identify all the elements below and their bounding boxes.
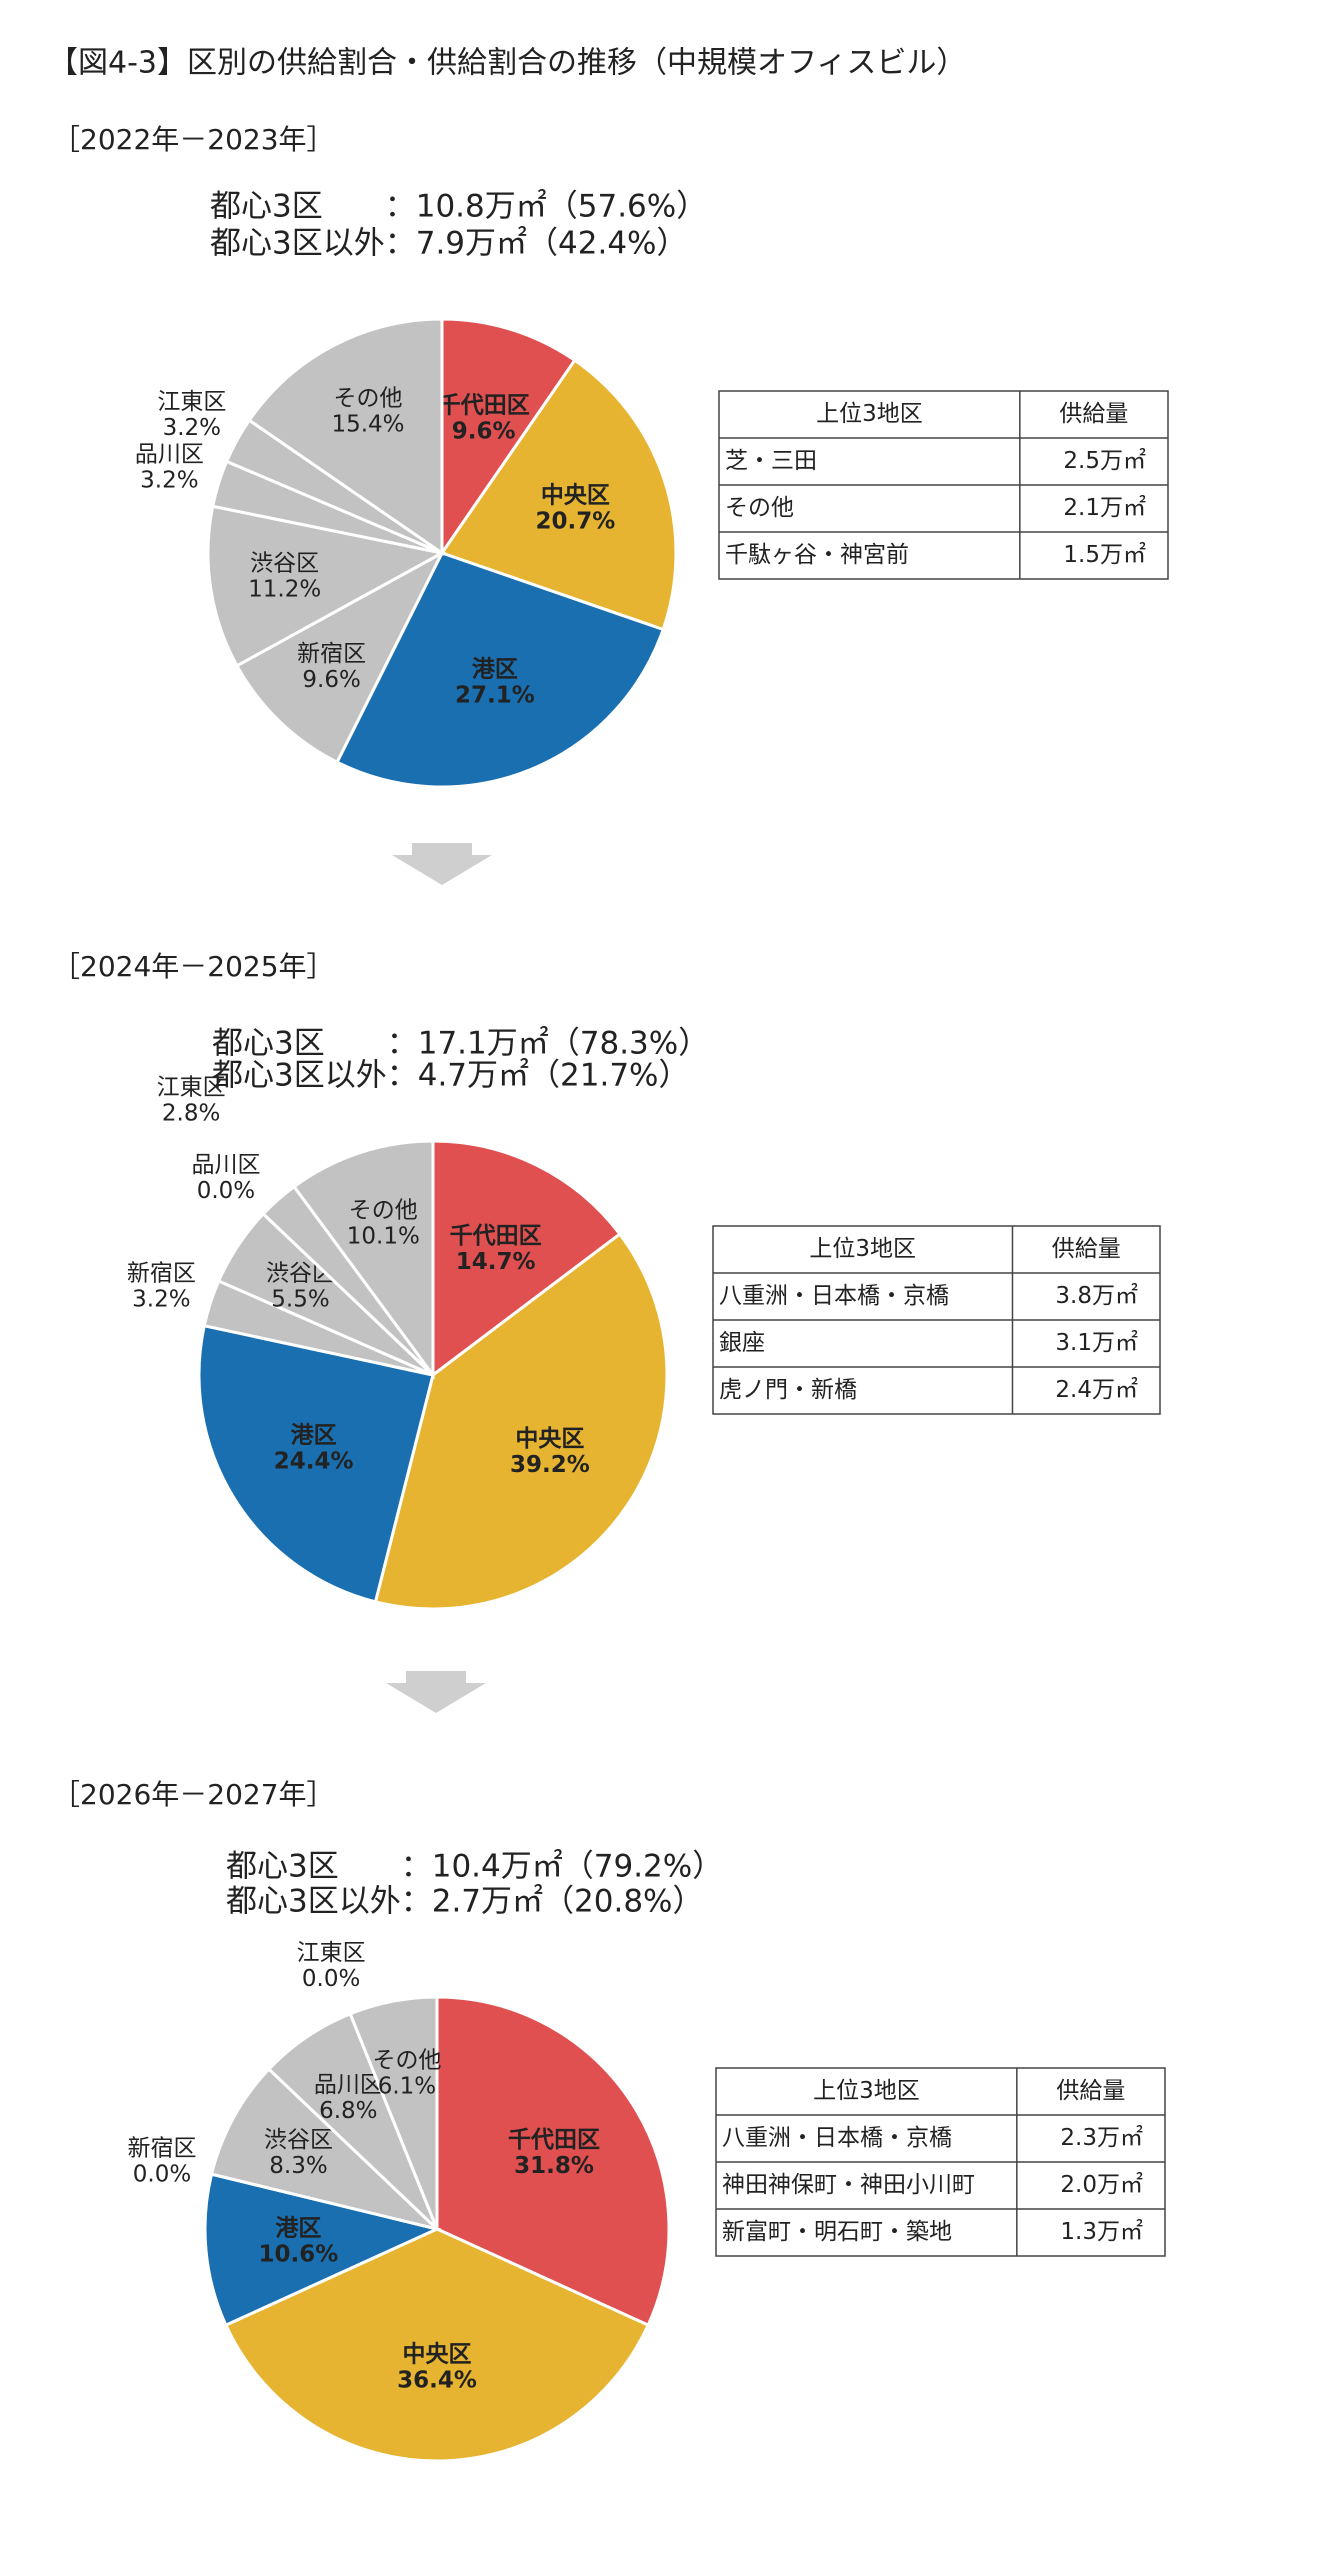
pie-slice — [435, 1995, 671, 2328]
pie-slice — [206, 504, 447, 668]
slice-value: 3.2% — [163, 415, 221, 441]
pie-slice — [348, 1995, 439, 2230]
slice-label: 江東区 — [157, 1075, 226, 1101]
slice-label: 千代田区 — [508, 2127, 600, 2153]
pie-slice — [431, 1139, 622, 1379]
slice-value: 31.8% — [514, 2153, 594, 2179]
pie-slice — [234, 549, 446, 765]
summary: 都心3区 ：10.8万㎡（57.6%） — [210, 189, 707, 225]
slice-label: その他 — [349, 1197, 418, 1223]
slice-label: 港区 — [472, 657, 518, 683]
table-header: 供給量 — [1056, 2078, 1125, 2104]
slice-value: 10.6% — [259, 2242, 339, 2268]
pie-slice — [197, 1323, 435, 1604]
slice-value: 15.4% — [331, 412, 404, 438]
slice-value: 27.1% — [455, 683, 535, 709]
summary: 都心3区以外：4.7万㎡（21.7%） — [212, 1058, 690, 1094]
summary: 都心3区 ：10.4万㎡（79.2%） — [226, 1849, 723, 1885]
pie-slice — [223, 2227, 651, 2463]
section-heading: ［2022年－2023年］ — [52, 123, 335, 156]
pie-slice — [209, 2067, 443, 2232]
arrow — [392, 843, 492, 885]
pie-slice — [373, 1231, 669, 1611]
slice-value: 0.0% — [197, 1178, 255, 1204]
slice-value: 3.2% — [132, 1287, 190, 1313]
table-cell: 2.3万㎡ — [1060, 2125, 1143, 2151]
slice-label: 千代田区 — [450, 1223, 542, 1249]
table-cell: 1.5万㎡ — [1063, 542, 1146, 568]
slice-value: 24.4% — [274, 1448, 354, 1474]
table-header: 上位3地区 — [813, 2078, 920, 2104]
slice-label: 渋谷区 — [264, 2127, 333, 2153]
slice-value: 9.6% — [452, 418, 516, 444]
pie-slice — [292, 1139, 435, 1380]
slice-value: 9.6% — [302, 667, 360, 693]
table-cell: その他 — [725, 495, 794, 521]
pie-slice — [335, 551, 666, 789]
summary: 都心3区 ：17.1万㎡（78.3%） — [212, 1026, 709, 1062]
slice-value: 39.2% — [510, 1452, 590, 1478]
table-cell: 千駄ヶ谷・神宮前 — [725, 542, 909, 568]
arrow — [386, 1671, 486, 1713]
pie-slice — [203, 2172, 442, 2328]
slice-label: 中央区 — [515, 1426, 584, 1452]
slice-label: 品川区 — [191, 1152, 260, 1178]
slice-value: 6.8% — [319, 2098, 377, 2124]
table-header: 上位3地区 — [809, 1236, 916, 1262]
pie-slice — [439, 358, 678, 632]
table-cell: 2.0万㎡ — [1060, 2172, 1143, 2198]
slice-value: 8.3% — [269, 2153, 327, 2179]
table-cell: 八重洲・日本橋・京橋 — [719, 1283, 949, 1309]
table-header: 供給量 — [1052, 1236, 1121, 1262]
table-cell: 2.1万㎡ — [1063, 495, 1146, 521]
slice-value: 2.8% — [162, 1101, 220, 1127]
table-cell: 八重洲・日本橋・京橋 — [722, 2125, 952, 2151]
table-header: 上位3地区 — [816, 401, 923, 427]
table-header: 供給量 — [1059, 401, 1128, 427]
table-cell: 虎ノ門・新橋 — [719, 1377, 857, 1403]
slice-label: 品川区 — [135, 442, 204, 468]
slice-label: 品川区 — [314, 2072, 383, 2098]
slice-label: 港区 — [291, 1422, 337, 1448]
slice-value: 10.1% — [347, 1223, 420, 1249]
slice-label: 新宿区 — [127, 2136, 196, 2162]
slice-value: 14.7% — [456, 1249, 536, 1275]
slice-label: 江東区 — [157, 389, 226, 415]
table-cell: 1.3万㎡ — [1060, 2219, 1143, 2245]
slice-label: その他 — [333, 386, 402, 412]
slice-label: 新宿区 — [127, 1261, 196, 1287]
figure-title: 【図4-3】区別の供給割合・供給割合の推移（中規模オフィスビル） — [48, 46, 966, 81]
table-cell: 2.5万㎡ — [1063, 448, 1146, 474]
pie-slice — [440, 317, 577, 558]
section-heading: ［2026年－2027年］ — [52, 1778, 335, 1811]
slice-label: 千代田区 — [438, 392, 530, 418]
table-cell: 3.8万㎡ — [1055, 1283, 1138, 1309]
slice-label: 江東区 — [297, 1940, 366, 1966]
pie-slice — [247, 317, 444, 556]
slice-value: 36.4% — [397, 2368, 477, 2394]
summary: 都心3区以外：7.9万㎡（42.4%） — [210, 226, 688, 262]
slice-label: 港区 — [275, 2216, 321, 2242]
slice-label: 新宿区 — [297, 641, 366, 667]
table-cell: 新富町・明石町・築地 — [722, 2219, 952, 2245]
slice-value: 5.5% — [271, 1286, 329, 1312]
section-heading: ［2024年－2025年］ — [52, 950, 335, 983]
slice-value: 6.1% — [378, 2074, 436, 2100]
slice-label: 中央区 — [403, 2342, 472, 2368]
table-cell: 3.1万㎡ — [1055, 1330, 1138, 1356]
table-cell: 神田神保町・神田小川町 — [722, 2172, 975, 2198]
table-cell: 銀座 — [719, 1330, 765, 1356]
summary: 都心3区以外：2.7万㎡（20.8%） — [226, 1884, 704, 1920]
slice-value: 11.2% — [248, 576, 321, 602]
slice-value: 0.0% — [302, 1966, 360, 1992]
slice-value: 20.7% — [535, 509, 615, 535]
table-cell: 2.4万㎡ — [1055, 1377, 1138, 1403]
table-cell: 芝・三田 — [725, 448, 817, 474]
slice-value: 0.0% — [133, 2162, 191, 2188]
slice-label: 中央区 — [541, 483, 610, 509]
slice-value: 3.2% — [140, 468, 198, 494]
slice-label: その他 — [372, 2048, 441, 2074]
slice-label: 渋谷区 — [250, 550, 319, 576]
